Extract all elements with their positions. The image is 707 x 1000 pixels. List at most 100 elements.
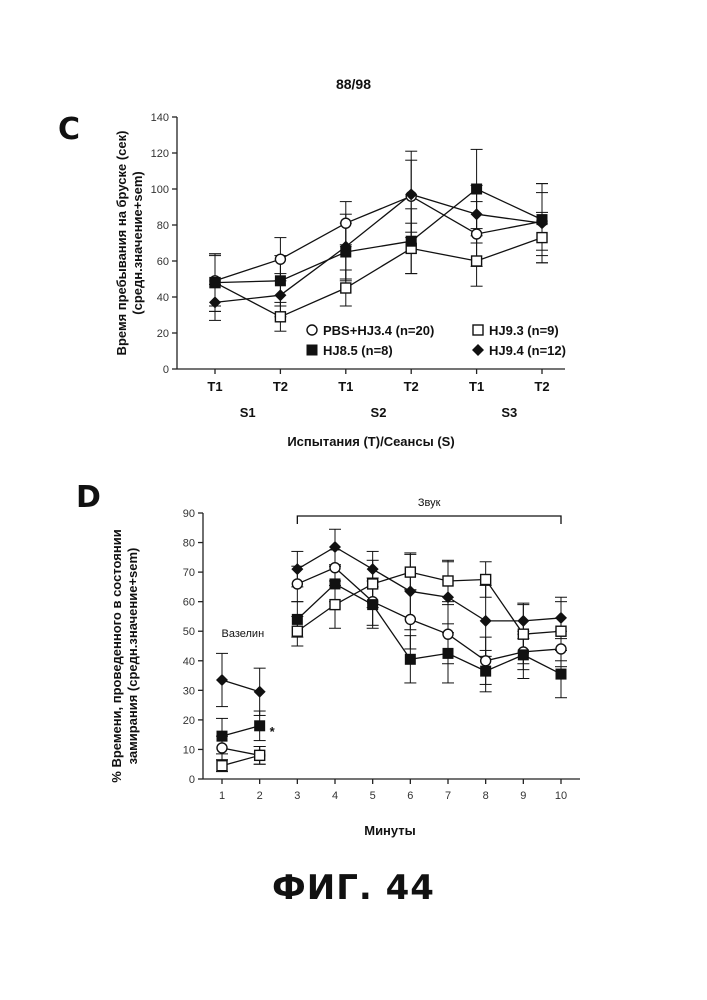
c-legend-label: PBS+HJ3.4 (n=20) bbox=[323, 323, 434, 338]
d-x-tick-label: 8 bbox=[483, 790, 489, 802]
d-point bbox=[291, 563, 303, 575]
d-y-tick-label: 50 bbox=[183, 626, 195, 638]
d-point bbox=[217, 743, 227, 753]
d-point bbox=[367, 563, 379, 575]
d-y-tick-label: 10 bbox=[183, 744, 195, 756]
c-group-label: S3 bbox=[501, 405, 517, 420]
d-point bbox=[368, 579, 378, 589]
c-legend-marker bbox=[307, 345, 317, 355]
d-point bbox=[517, 615, 529, 627]
d-point bbox=[330, 579, 340, 589]
d-point bbox=[255, 721, 265, 731]
d-point bbox=[255, 750, 265, 760]
d-point bbox=[329, 541, 341, 553]
c-group-label: S2 bbox=[371, 405, 387, 420]
d-point bbox=[254, 686, 266, 698]
d-x-tick-label: 6 bbox=[407, 790, 413, 802]
d-point bbox=[443, 576, 453, 586]
d-point bbox=[216, 674, 228, 686]
c-x-tick-label: T1 bbox=[469, 379, 484, 394]
c-x-tick-label: T1 bbox=[338, 379, 353, 394]
c-legend-marker bbox=[307, 325, 317, 335]
d-x-tick-label: 9 bbox=[520, 790, 526, 802]
d-y-tick-label: 30 bbox=[183, 685, 195, 697]
d-point bbox=[217, 731, 227, 741]
c-group-label: S1 bbox=[240, 405, 256, 420]
d-point bbox=[405, 567, 415, 577]
d-point bbox=[555, 612, 567, 624]
d-y-tick-label: 80 bbox=[183, 538, 195, 550]
c-series-line bbox=[215, 194, 542, 302]
c-x-axis-label: Испытания (T)/Сеансы (S) bbox=[287, 434, 454, 449]
d-annotation-sound: Звук bbox=[418, 497, 441, 509]
d-y-tick-label: 20 bbox=[183, 715, 195, 727]
c-point bbox=[209, 296, 221, 308]
c-y-tick-label: 0 bbox=[163, 364, 169, 376]
c-point bbox=[406, 236, 416, 246]
c-y-tick-label: 80 bbox=[157, 220, 169, 232]
c-legend-label: HJ9.4 (n=12) bbox=[489, 343, 566, 358]
d-point bbox=[217, 761, 227, 771]
d-point bbox=[480, 615, 492, 627]
d-y-tick-label: 40 bbox=[183, 656, 195, 668]
d-point bbox=[404, 585, 416, 597]
d-bracket bbox=[297, 516, 561, 524]
d-point bbox=[518, 650, 528, 660]
d-point bbox=[556, 644, 566, 654]
d-point bbox=[481, 575, 491, 585]
c-point bbox=[275, 276, 285, 286]
d-point bbox=[556, 626, 566, 636]
c-x-tick-label: T2 bbox=[534, 379, 549, 394]
c-y-tick-label: 60 bbox=[157, 256, 169, 268]
c-legend-label: HJ9.3 (n=9) bbox=[489, 323, 559, 338]
d-point bbox=[405, 654, 415, 664]
c-series-line bbox=[215, 238, 542, 317]
d-point bbox=[292, 626, 302, 636]
c-point bbox=[210, 278, 220, 288]
c-x-tick-label: T2 bbox=[404, 379, 419, 394]
c-y-tick-label: 100 bbox=[151, 184, 169, 196]
d-x-tick-label: 5 bbox=[370, 790, 376, 802]
d-y-tick-label: 60 bbox=[183, 597, 195, 609]
d-point bbox=[405, 614, 415, 624]
c-y-tick-label: 120 bbox=[151, 148, 169, 160]
d-point bbox=[368, 600, 378, 610]
c-legend-marker bbox=[472, 344, 484, 356]
d-point bbox=[481, 666, 491, 676]
c-x-tick-label: T1 bbox=[207, 379, 222, 394]
d-point bbox=[292, 614, 302, 624]
c-y-tick-label: 140 bbox=[151, 112, 169, 124]
c-point bbox=[471, 208, 483, 220]
d-significance-star: * bbox=[270, 724, 276, 739]
d-annotation-vaselin: Вазелин bbox=[222, 628, 265, 640]
c-y-tick-label: 20 bbox=[157, 328, 169, 340]
c-point bbox=[472, 184, 482, 194]
d-y-tick-label: 90 bbox=[183, 508, 195, 520]
d-y-tick-label: 70 bbox=[183, 567, 195, 579]
d-point bbox=[443, 648, 453, 658]
d-x-tick-label: 7 bbox=[445, 790, 451, 802]
c-point bbox=[341, 218, 351, 228]
d-y-tick-label: 0 bbox=[189, 774, 195, 786]
c-y-axis-label: Время пребывания на бруске (сек)(средн.з… bbox=[114, 131, 145, 356]
d-x-tick-label: 2 bbox=[257, 790, 263, 802]
d-point bbox=[481, 656, 491, 666]
c-legend-label: HJ8.5 (n=8) bbox=[323, 343, 393, 358]
d-x-tick-label: 3 bbox=[294, 790, 300, 802]
d-x-tick-label: 10 bbox=[555, 790, 567, 802]
d-point bbox=[292, 579, 302, 589]
d-point bbox=[518, 629, 528, 639]
c-point bbox=[537, 233, 547, 243]
c-point bbox=[275, 254, 285, 264]
d-y-axis-label: % Времени, проведенного в состояниизамир… bbox=[109, 529, 140, 782]
d-x-axis-label: Минуты bbox=[364, 823, 416, 838]
c-x-tick-label: T2 bbox=[273, 379, 288, 394]
d-series-line bbox=[222, 680, 260, 692]
d-x-tick-label: 1 bbox=[219, 790, 225, 802]
c-point bbox=[341, 283, 351, 293]
d-point bbox=[330, 563, 340, 573]
c-legend-marker bbox=[473, 325, 483, 335]
c-point bbox=[472, 256, 482, 266]
d-x-tick-label: 4 bbox=[332, 790, 338, 802]
